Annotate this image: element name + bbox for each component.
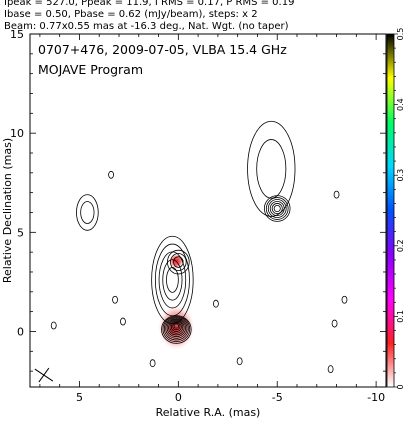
contour-nw-component (265, 197, 289, 220)
noise-contour (112, 295, 118, 304)
contour-core (170, 321, 182, 332)
colorbar-tick-label: 0.5 (396, 28, 405, 41)
contour-nw-halo (247, 120, 296, 217)
contour-core (163, 317, 189, 341)
colorbar-tick-label: 0 (396, 384, 405, 389)
x-tick-label: -10 (367, 391, 385, 404)
noise-contour (333, 190, 340, 199)
contour-inner-jet (154, 243, 190, 317)
y-axis-title: Relative Declination (mas) (1, 138, 14, 283)
polarization-core-patch (158, 305, 195, 350)
contour-core (169, 320, 184, 334)
contour-inner-jet (151, 235, 194, 324)
chart-subtitle: MOJAVE Program (38, 62, 144, 77)
colorbar-tick-label: 0.4 (396, 98, 405, 111)
colorbar-tick-label: 0.3 (396, 169, 405, 182)
contour-e-blob (76, 194, 99, 231)
contour-core (161, 315, 192, 344)
contour-nw-component (271, 203, 283, 214)
noise-contour (213, 299, 219, 308)
contour-e-blob (80, 201, 95, 224)
x-tick-label: 5 (76, 391, 83, 404)
y-tick-label: 5 (17, 226, 24, 239)
x-axis-title: Relative R.A. (mas) (156, 406, 261, 419)
contour-core (166, 318, 186, 338)
colorbar (386, 33, 395, 388)
noise-contour (327, 365, 334, 374)
chart-title: 0707+476, 2009-07-05, VLBA 15.4 GHz (38, 42, 287, 57)
beam-minor-axis (38, 367, 50, 383)
contour-core (173, 323, 179, 329)
noise-contour (50, 321, 57, 330)
y-tick-label: 15 (10, 28, 24, 41)
noise-contour (120, 317, 126, 326)
contour-core (168, 319, 185, 336)
contour-core (165, 318, 188, 339)
noise-contour (149, 359, 156, 368)
noise-contour (341, 295, 348, 304)
contour-knot (170, 253, 187, 272)
header-line-2: Ibase = 0.50, Pbase = 0.62 (mJy/beam), s… (4, 9, 258, 20)
contour-nw-halo (256, 139, 287, 199)
contour-knot (167, 249, 190, 275)
header-line-3: Beam: 0.77x0.55 mas at -16.3 deg., Nat. … (4, 21, 289, 32)
contour-knot (173, 256, 184, 268)
y-tick-label: 0 (17, 325, 24, 338)
x-tick-label: -5 (272, 391, 283, 404)
header-line-1: Ipeak = 527.0, Ppeak = 11.9, I RMS = 0.1… (4, 0, 295, 8)
colorbar-tick-label: 0.1 (396, 310, 405, 323)
contour-inner-jet (162, 259, 183, 301)
colorbar-tick-label: 0.2 (396, 239, 405, 252)
contour-nw-component (267, 199, 287, 218)
x-tick-label: 0 (175, 391, 182, 404)
y-tick-label: 10 (10, 127, 24, 140)
plot-frame (29, 33, 387, 388)
noise-contour (236, 357, 243, 366)
contour-nw-component (273, 204, 281, 213)
contour-inner-jet (166, 267, 179, 293)
noise-contour (108, 170, 114, 179)
contour-core (162, 316, 191, 343)
plot-area (50, 120, 348, 374)
noise-contour (331, 319, 338, 328)
